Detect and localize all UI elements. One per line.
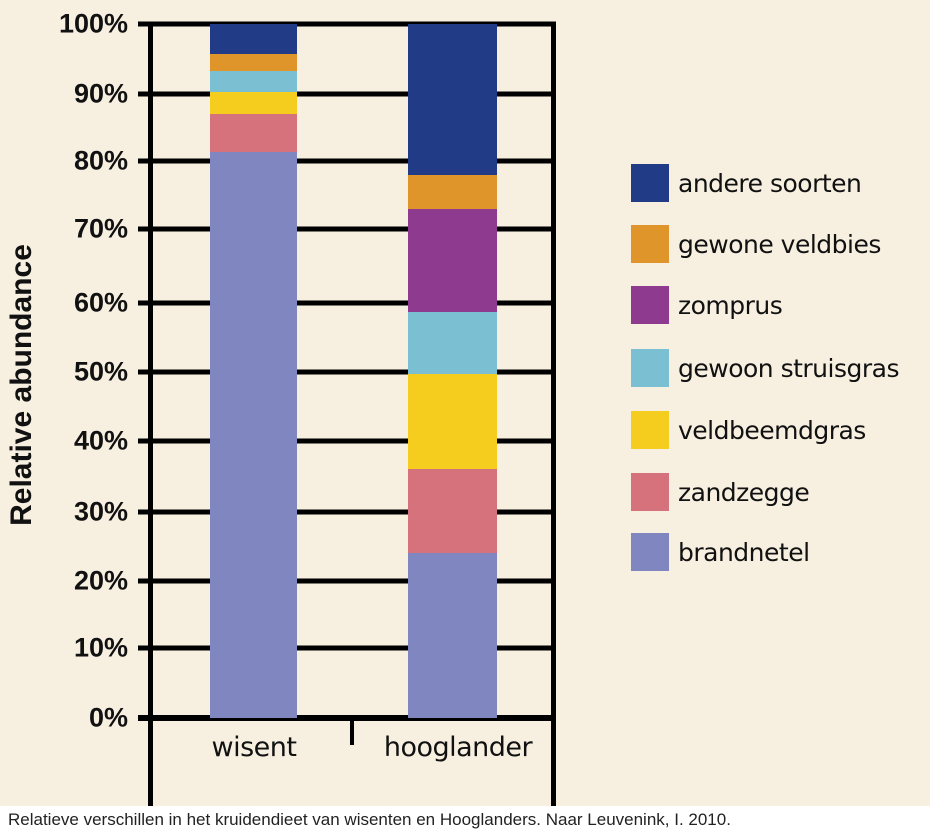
y-tick-label: 20% [73,565,128,596]
legend-label: andere soorten [678,168,862,198]
bar-segment-veldbeemdgras [210,91,297,115]
legend-swatch [631,473,669,511]
legend-label: zandzegge [678,477,810,507]
legend-item-gewoon-struisgras: gewoon struisgras [631,348,900,388]
legend-swatch [631,225,669,263]
legend-item-zandzegge: zandzegge [631,472,810,512]
gridline [138,369,556,375]
y-tick-label: 60% [73,287,128,318]
legend-label: zomprus [678,290,783,320]
legend-swatch [631,533,669,571]
legend-label: gewone veldbies [678,229,881,259]
gridline [138,509,556,515]
y-tick-label: 90% [73,78,128,109]
legend-label: veldbeemdgras [678,415,866,445]
y-axis-label: Relative abundance [5,244,38,526]
bar-segment-zomprus [408,209,497,312]
bar-wisent [210,0,297,806]
legend-item-andere-soorten: andere soorten [631,163,862,203]
y-tick-label: 80% [73,145,128,176]
gridline [138,226,556,232]
bar-segment-andere-soorten [408,24,497,176]
legend-item-veldbeemdgras: veldbeemdgras [631,410,866,450]
gridline [138,438,556,444]
gridline [138,300,556,306]
y-tick-label: 50% [73,356,128,387]
y-tick-label: 100% [58,8,128,39]
legend-swatch [631,286,669,324]
bar-segment-andere-soorten [210,24,297,55]
bar-hooglander [408,0,497,806]
legend-label: gewoon struisgras [678,353,900,383]
legend-swatch [631,164,669,202]
legend-item-brandnetel: brandnetel [631,532,810,572]
x-tick-label-hooglander: hooglander [383,732,533,763]
gridline [138,645,556,651]
bar-segment-zandzegge [210,114,297,153]
y-tick-label: 30% [73,496,128,527]
y-tick-label: 0% [88,702,128,733]
bar-segment-gewone-veldbies [408,175,497,210]
x-axis-line [138,715,556,721]
y-axis-line [148,22,153,806]
legend-swatch [631,349,669,387]
y-tick-label: 40% [73,425,128,456]
gridline [138,21,556,27]
bar-segment-gewoon-struisgras [210,70,297,92]
bar-segment-brandnetel [210,152,297,718]
gridline [138,578,556,584]
chart-area: Relative abundance 0% 10% 20% 30% 40% 50% 60% 7… [0,0,930,806]
legend-label: brandnetel [678,537,810,567]
gridline [138,91,556,97]
legend-item-gewone-veldbies: gewone veldbies [631,224,881,264]
y-tick-label: 10% [73,632,128,663]
gridline [138,158,556,164]
y-tick-label: 70% [73,213,128,244]
right-frame-line [551,22,556,806]
x-tick-label-wisent: wisent [211,732,297,763]
bar-segment-gewoon-struisgras [408,311,497,375]
legend-swatch [631,411,669,449]
bar-segment-brandnetel [408,552,497,718]
legend-item-zomprus: zomprus [631,285,783,325]
bar-segment-gewone-veldbies [210,54,297,71]
x-axis-category-divider [350,716,354,745]
figure-caption: Relatieve verschillen in het kruidendiee… [8,810,731,829]
bar-segment-zandzegge [408,468,497,553]
bar-segment-veldbeemdgras [408,374,497,469]
